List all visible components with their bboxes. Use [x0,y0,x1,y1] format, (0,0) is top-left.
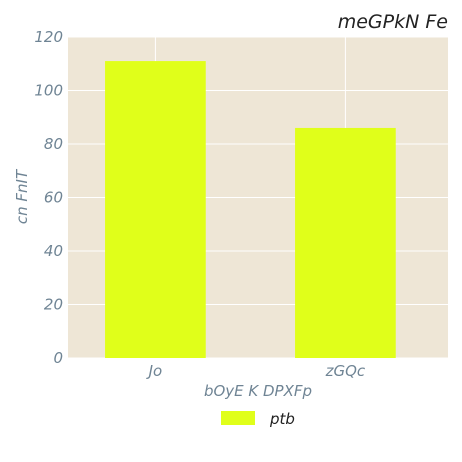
y-tick-label: 0 [53,349,63,367]
y-tick-label: 120 [34,28,63,46]
y-axis-label: cn FnIT [13,168,31,224]
y-tick-label: 20 [44,296,63,314]
y-tick-label: 100 [34,82,63,100]
x-tick-labels: Jo zGQc [146,362,366,380]
chart-title: meGPkN Fe [338,11,448,33]
x-axis-label: bOyE K DPXFp [204,382,312,400]
bar-zGQc [295,127,396,358]
legend-swatch [221,411,255,425]
legend: ptb [221,410,295,428]
bar-Jo [105,61,206,358]
bars [105,61,396,358]
x-tick-label: zGQc [325,362,366,380]
y-tick-label: 80 [44,135,63,153]
y-tick-label: 40 [44,242,63,260]
x-tick-label: Jo [146,362,163,380]
y-tick-label: 60 [44,189,63,207]
legend-label: ptb [269,410,295,428]
y-tick-labels: 0 20 40 60 80 100 120 [34,28,63,367]
